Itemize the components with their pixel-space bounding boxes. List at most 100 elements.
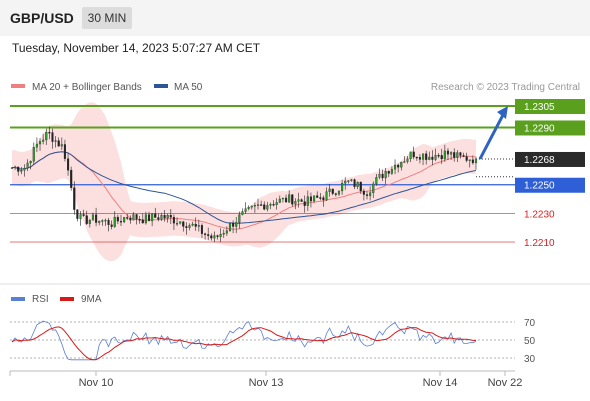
level-tag-1.2305 [515, 99, 585, 114]
legend: MA 20 + Bollinger Bands MA 50 Research ©… [11, 82, 580, 93]
rsi-legend-swatch [11, 297, 25, 301]
rsi-line [11, 320, 477, 361]
timeframe-badge[interactable]: 30 MIN [82, 7, 132, 29]
candle-body [160, 215, 163, 220]
candle-body [48, 132, 51, 134]
candle-body [359, 181, 362, 192]
candle-body [403, 161, 406, 163]
candle-body [362, 190, 365, 195]
candle-body [191, 223, 194, 226]
candle-body [238, 214, 241, 223]
candle-body [372, 183, 375, 193]
candle-body [38, 141, 42, 145]
candle-body [319, 197, 322, 199]
candle-body [185, 226, 188, 229]
ma50-legend-swatch [154, 84, 168, 88]
candle-body [269, 204, 272, 206]
candle-body [225, 230, 228, 234]
candle-body [272, 204, 275, 206]
price-levels [10, 105, 515, 243]
candle-body [197, 225, 200, 227]
candle-body [222, 233, 225, 235]
bollinger-band-area [12, 102, 476, 262]
candle-body [144, 214, 147, 224]
ma20-legend-label: MA 20 + Bollinger Bands [32, 82, 142, 93]
candle-body [431, 156, 434, 160]
candles [10, 106, 508, 243]
candle-body [244, 208, 247, 212]
candle-body [390, 168, 393, 174]
candle-body [378, 173, 381, 178]
candle-body [157, 217, 160, 220]
x-tick-label: Nov 10 [79, 377, 114, 389]
candle-body [104, 219, 107, 222]
candle-body [17, 166, 20, 172]
candle-body [247, 206, 250, 209]
candle-body [331, 188, 334, 194]
candle-body [35, 143, 38, 148]
candle-body [166, 215, 169, 219]
candle-body [194, 223, 197, 227]
candle-body [88, 220, 91, 224]
rsi-panel: 70 50 30 [10, 318, 536, 365]
level-label-1.2230: 1.2230 [524, 209, 555, 220]
candle-body [51, 132, 54, 142]
candle-body [141, 219, 144, 224]
candle-body [42, 139, 45, 142]
candle-body [154, 213, 157, 218]
candle-body [275, 202, 278, 205]
candle-body [207, 234, 210, 236]
candle-body [110, 224, 113, 227]
rsi-tick-50: 50 [524, 336, 536, 347]
moving-averages [11, 151, 477, 230]
candle-body [14, 166, 17, 169]
candle-body [465, 156, 468, 161]
candle-body [67, 158, 70, 171]
candle-body [29, 161, 32, 164]
candle-body [322, 197, 325, 201]
forecast-arrow-head [497, 106, 508, 119]
candle-body [316, 195, 319, 198]
candle-body [425, 153, 428, 160]
candle-body [440, 155, 443, 160]
candle-body [147, 214, 151, 222]
candle-body [85, 215, 88, 224]
candle-body [328, 188, 331, 192]
candle-body [70, 170, 73, 188]
candle-body [468, 159, 471, 161]
level-label-1.2210: 1.2210 [524, 238, 555, 249]
candle-body [393, 164, 397, 170]
candle-body [313, 195, 316, 202]
candle-body [412, 151, 415, 158]
candle-body [397, 164, 400, 168]
candle-body [182, 221, 185, 227]
ma9-legend-swatch [60, 297, 74, 301]
ma50-legend-label: MA 50 [174, 82, 203, 93]
candle-body [54, 140, 57, 142]
candle-body [213, 235, 216, 239]
candle-body [32, 147, 35, 162]
candle-body [228, 222, 232, 231]
candle-body [235, 222, 238, 227]
candle-body [256, 204, 260, 206]
candle-body [337, 190, 341, 195]
rsi-legend-label: RSI [32, 294, 49, 305]
x-tick-label: Nov 13 [249, 377, 284, 389]
candle-body [20, 169, 23, 172]
candle-body [428, 156, 431, 160]
candle-body [344, 180, 347, 184]
level-label-1.2250: 1.2250 [524, 181, 555, 192]
candle-body [26, 162, 29, 169]
candle-body [45, 132, 48, 141]
rsi-ma9-line [11, 326, 477, 361]
candle-body [123, 217, 126, 223]
candle-body [76, 209, 79, 219]
candle-body [266, 205, 269, 210]
candle-body [443, 150, 446, 160]
candle-body [73, 187, 76, 210]
level-tag-1.2250 [515, 177, 585, 193]
currency-pair-title: GBP/USD [10, 10, 74, 26]
candle-body [375, 177, 378, 185]
price-level-labels: 1.2305 1.2290 1.2250 1.2230 1.2210 1.2268 [515, 99, 585, 249]
